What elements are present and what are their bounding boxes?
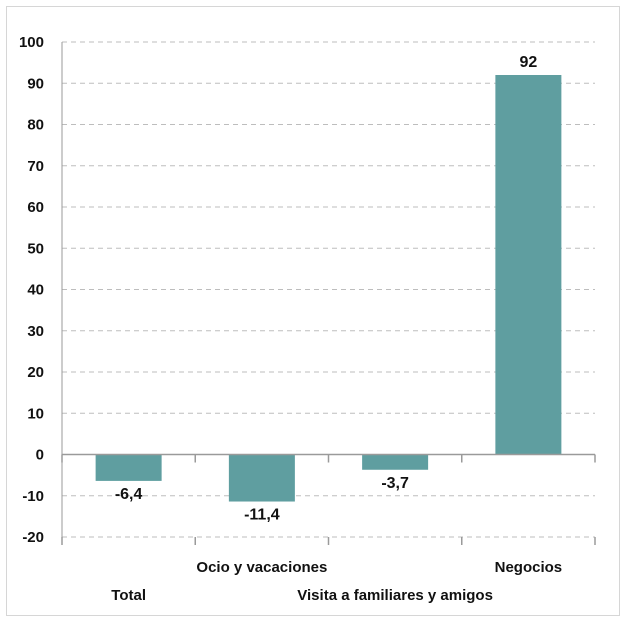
x-category-label: Total bbox=[111, 587, 146, 604]
x-category-label: Negocios bbox=[495, 559, 563, 576]
axes bbox=[61, 42, 596, 545]
y-tick-label: 30 bbox=[27, 323, 44, 340]
y-tick-label: -20 bbox=[22, 529, 44, 546]
bars bbox=[95, 75, 562, 502]
data-label: -3,7 bbox=[381, 475, 409, 492]
y-tick-label: 50 bbox=[27, 240, 44, 257]
y-tick-label: 80 bbox=[27, 117, 44, 134]
y-tick-label: 90 bbox=[27, 75, 44, 92]
y-tick-label: 100 bbox=[19, 34, 44, 51]
y-tick-label: 60 bbox=[27, 199, 44, 216]
bar bbox=[495, 75, 562, 455]
bar bbox=[228, 454, 295, 502]
y-tick-label: 40 bbox=[27, 282, 44, 299]
y-tick-label: 70 bbox=[27, 158, 44, 175]
data-label: -6,4 bbox=[115, 486, 143, 503]
data-label: -11,4 bbox=[244, 507, 280, 524]
data-label: 92 bbox=[519, 54, 537, 71]
x-axis-labels: Total Ocio y vacaciones Visita a familiare… bbox=[111, 559, 562, 604]
bar bbox=[95, 454, 162, 481]
y-tick-label: -10 bbox=[22, 488, 44, 505]
x-category-label: Ocio y vacaciones bbox=[196, 559, 327, 576]
y-tick-label: 0 bbox=[36, 447, 44, 464]
y-tick-label: 20 bbox=[27, 364, 44, 381]
y-tick-label: 10 bbox=[27, 405, 44, 422]
y-axis-ticks: -20 -10 0 10 20 30 40 50 60 70 80 90 100 bbox=[19, 34, 44, 546]
bar bbox=[362, 454, 429, 470]
x-category-label: Visita a familiares y amigos bbox=[297, 587, 493, 604]
data-labels: -6,4 -11,4 -3,7 92 bbox=[115, 54, 538, 524]
